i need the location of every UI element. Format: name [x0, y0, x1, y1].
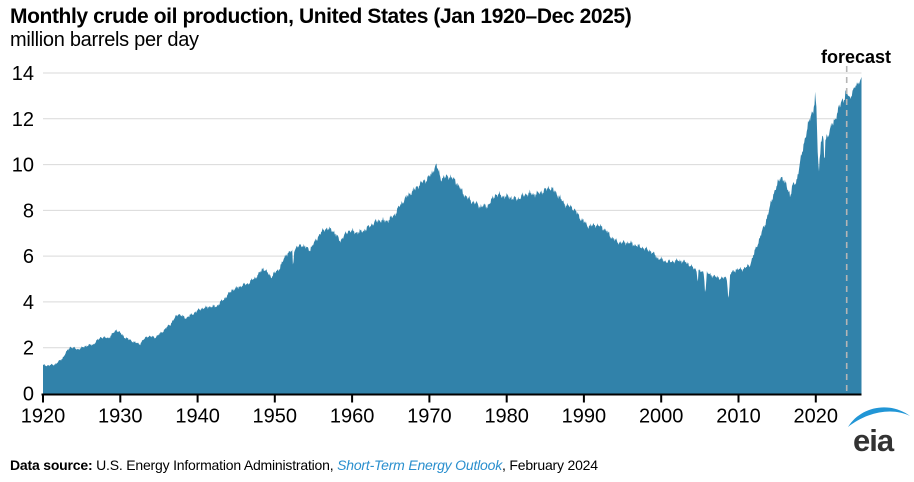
x-tick-label-1980: 1980 — [484, 406, 529, 428]
eia-logo[interactable]: eia — [846, 401, 912, 462]
eia-logo-text: eia — [853, 423, 895, 457]
data-source-suffix: , February 2024 — [502, 457, 598, 473]
data-source-label: Data source: — [10, 457, 93, 473]
y-tick-label-2: 2 — [23, 338, 34, 360]
x-tick-label-1970: 1970 — [407, 406, 452, 428]
chart-header: Monthly crude oil production, United Sta… — [10, 5, 632, 51]
x-tick-label-1920: 1920 — [21, 406, 66, 428]
chart-subtitle: million barrels per day — [10, 29, 199, 51]
y-tick-label-10: 10 — [12, 155, 34, 177]
y-tick-label-14: 14 — [12, 63, 34, 85]
chart-title: Monthly crude oil production, United Sta… — [10, 5, 632, 28]
eia-logo-svg: eia — [848, 407, 910, 458]
x-tick-label-1930: 1930 — [98, 406, 143, 428]
x-tick-label-1960: 1960 — [330, 406, 375, 428]
y-tick-label-4: 4 — [23, 292, 34, 314]
data-source-line: Data source: U.S. Energy Information Adm… — [10, 457, 598, 473]
x-tick-label-2010: 2010 — [716, 406, 761, 428]
x-tick-label-2020: 2020 — [794, 406, 839, 428]
forecast-label: forecast — [821, 47, 891, 67]
y-tick-label-6: 6 — [23, 246, 34, 268]
production-area-chart: 0 2 4 6 8 10 12 14 forecast 1920 1930 1940 1950 1960 1… — [12, 47, 891, 428]
x-tick-label-1940: 1940 — [175, 406, 220, 428]
data-source-text: U.S. Energy Information Administration, — [92, 457, 338, 473]
steo-link[interactable]: Short-Term Energy Outlook — [337, 457, 503, 473]
y-tick-label-12: 12 — [12, 109, 34, 131]
y-tick-label-8: 8 — [23, 200, 34, 222]
x-tick-label-2000: 2000 — [639, 406, 684, 428]
production-area — [43, 76, 862, 394]
x-tick-label-1950: 1950 — [253, 406, 298, 428]
eia-swoosh-icon — [848, 407, 910, 427]
x-tick-label-1990: 1990 — [562, 406, 607, 428]
y-tick-label-0: 0 — [23, 384, 34, 406]
